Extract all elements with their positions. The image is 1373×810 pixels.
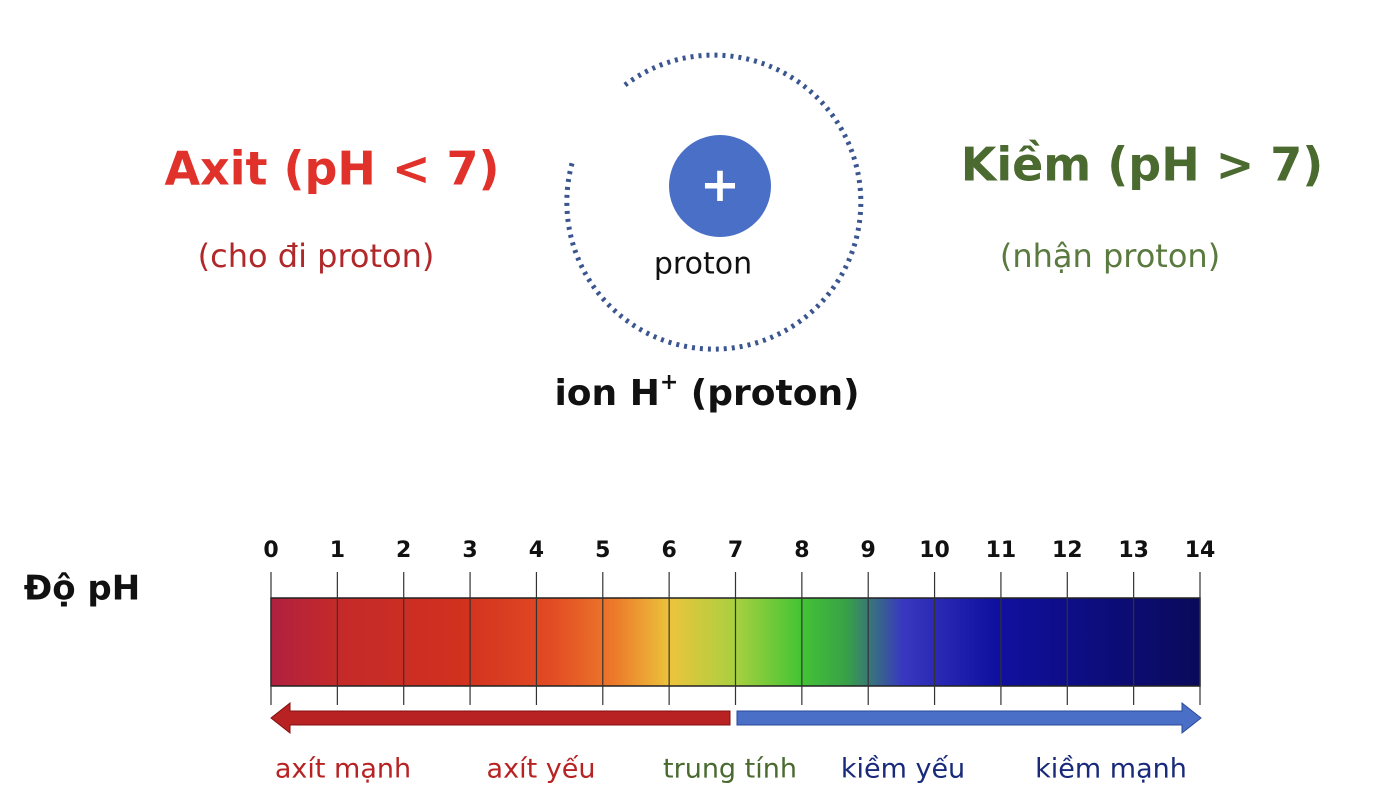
tick-label: 1	[330, 538, 345, 563]
tick-label: 9	[861, 538, 876, 563]
tick-label: 13	[1118, 538, 1149, 563]
ion-caption: ion H+ (proton)	[554, 370, 859, 414]
tick-label: 10	[919, 538, 950, 563]
tick-label: 6	[661, 538, 676, 563]
proton-circle	[669, 135, 771, 237]
acid-subtitle: (cho đi proton)	[198, 237, 435, 275]
proton-label: proton	[654, 247, 752, 282]
acid-title: Axit (pH < 7)	[164, 142, 499, 196]
caption-prefix: ion H	[554, 373, 659, 414]
acid-arrow	[270, 701, 731, 735]
electron-orbit	[564, 52, 864, 352]
scale-label: kiềm mạnh	[1035, 754, 1187, 785]
base-arrow	[736, 701, 1202, 735]
proton-symbol: +	[700, 157, 740, 213]
caption-sup: +	[660, 370, 678, 395]
scale-label: axít yếu	[487, 754, 596, 785]
scale-label: kiềm yếu	[841, 754, 965, 785]
tick-label: 11	[986, 538, 1017, 563]
tick-label: 2	[396, 538, 411, 563]
caption-suffix: (proton)	[678, 373, 859, 414]
base-title: Kiềm (pH > 7)	[961, 138, 1324, 192]
base-subtitle: (nhận proton)	[1000, 237, 1220, 275]
scale-label: axít mạnh	[275, 754, 411, 785]
tick-label: 5	[595, 538, 610, 563]
scale-title: Độ pH	[24, 569, 140, 609]
tick-label: 4	[529, 538, 544, 563]
tick-label: 8	[794, 538, 809, 563]
tick-label: 7	[728, 538, 743, 563]
scale-label: trung tính	[663, 754, 797, 785]
tick-label: 3	[462, 538, 477, 563]
tick-label: 0	[263, 538, 278, 563]
tick-label: 14	[1185, 538, 1216, 563]
tick-label: 12	[1052, 538, 1083, 563]
